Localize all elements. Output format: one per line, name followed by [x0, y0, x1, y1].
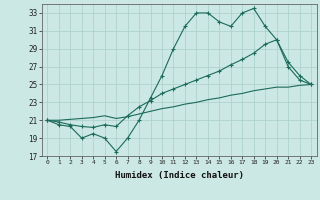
- X-axis label: Humidex (Indice chaleur): Humidex (Indice chaleur): [115, 171, 244, 180]
